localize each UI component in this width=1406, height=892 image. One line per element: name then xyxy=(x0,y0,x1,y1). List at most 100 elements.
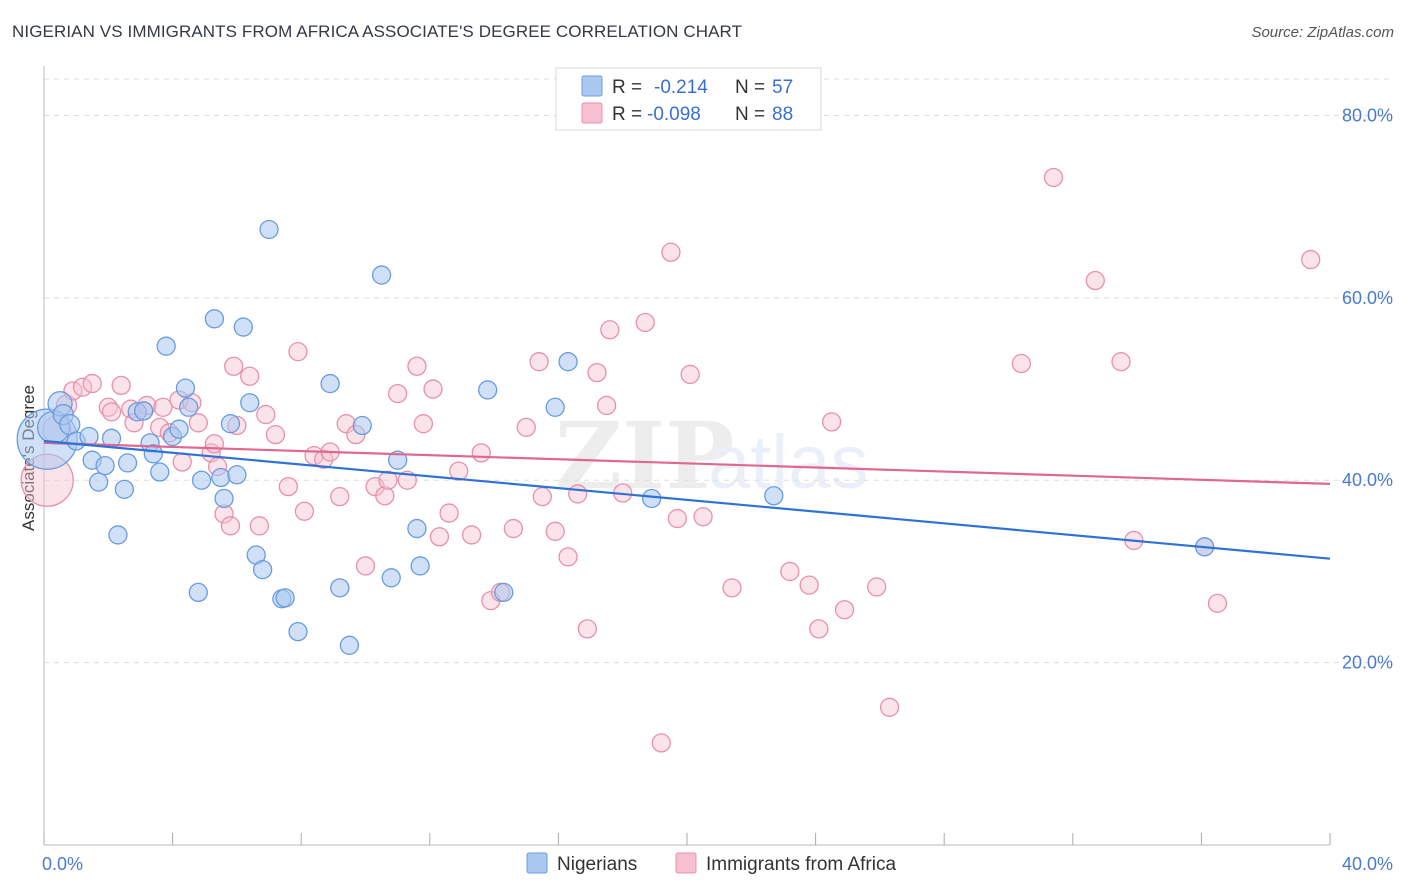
n-value: 88 xyxy=(772,104,793,125)
y-tick-label: 80.0% xyxy=(1342,105,1393,125)
data-point-africa xyxy=(834,600,855,620)
data-point-africa xyxy=(529,352,549,372)
n-label: N = xyxy=(735,104,765,125)
data-point-africa xyxy=(439,503,459,523)
data-point-africa xyxy=(407,356,427,376)
data-point-nigerians xyxy=(188,582,208,603)
trend-line-africa xyxy=(43,441,1331,485)
trend-line-nigerians xyxy=(43,439,1331,560)
data-point-africa xyxy=(314,449,334,469)
x-tick-labels: 0.0% 40.0% xyxy=(42,854,1393,874)
data-point-nigerians xyxy=(211,467,231,488)
y-tick-label: 60.0% xyxy=(1342,288,1393,308)
data-point-nigerians xyxy=(407,518,427,539)
data-point-africa xyxy=(220,516,241,536)
data-point-africa xyxy=(265,424,286,445)
data-point-nigerians xyxy=(179,397,199,417)
data-point-nigerians xyxy=(494,582,514,603)
data-point-nigerians xyxy=(259,219,279,240)
data-point-nigerians xyxy=(252,559,273,580)
data-point-africa xyxy=(680,364,700,385)
trend-lines xyxy=(43,439,1331,560)
watermark-atlas: atlas xyxy=(708,420,869,505)
x-tick-label: 40.0% xyxy=(1342,854,1393,874)
data-point-africa xyxy=(693,507,713,527)
data-point-africa xyxy=(558,547,578,567)
data-point-africa xyxy=(596,395,617,416)
nigerians-swatch xyxy=(581,75,603,97)
data-point-africa xyxy=(387,383,408,404)
data-point-nigerians xyxy=(240,393,260,413)
data-point-africa xyxy=(249,516,270,536)
data-point-africa xyxy=(375,486,395,506)
data-point-nigerians xyxy=(156,336,176,356)
legend-label-nigerians: Nigerians xyxy=(557,854,637,875)
data-point-africa xyxy=(879,697,900,717)
r-value: -0.214 xyxy=(654,77,708,98)
data-point-africa xyxy=(294,501,315,521)
x-tick-label: 0.0% xyxy=(42,854,83,874)
data-point-africa xyxy=(449,461,469,481)
data-point-africa xyxy=(532,487,552,507)
data-point-nigerians xyxy=(117,453,138,473)
data-point-africa xyxy=(799,575,819,595)
data-point-africa xyxy=(240,366,260,386)
data-point-africa xyxy=(1301,249,1321,270)
data-point-africa xyxy=(256,404,276,425)
data-point-nigerians xyxy=(227,465,247,485)
data-point-nigerians xyxy=(330,578,350,598)
series-nigerians xyxy=(16,219,1215,655)
data-point-africa xyxy=(101,402,122,422)
n-value: 57 xyxy=(772,77,793,98)
data-point-africa xyxy=(822,412,842,432)
data-point-africa xyxy=(867,577,887,597)
data-point-africa xyxy=(661,242,681,262)
data-point-africa xyxy=(423,379,443,399)
y-tick-label: 40.0% xyxy=(1342,470,1393,490)
data-point-africa xyxy=(780,561,800,582)
data-point-africa xyxy=(1011,353,1032,374)
r-value: -0.098 xyxy=(647,104,701,125)
data-point-africa xyxy=(288,342,308,362)
data-point-africa xyxy=(809,619,829,639)
data-point-africa xyxy=(204,434,225,454)
chart-title: NIGERIAN VS IMMIGRANTS FROM AFRICA ASSOC… xyxy=(12,22,743,41)
source-credit: Source: ZipAtlas.com xyxy=(1251,24,1394,41)
data-point-africa xyxy=(461,525,482,545)
data-point-nigerians xyxy=(143,444,163,464)
data-point-africa xyxy=(330,487,350,507)
data-point-nigerians xyxy=(191,470,212,490)
r-label: R = xyxy=(612,104,642,125)
data-point-nigerians xyxy=(352,415,372,436)
data-point-nigerians xyxy=(220,414,241,434)
r-label: R = xyxy=(612,77,642,98)
data-point-africa xyxy=(224,356,244,376)
data-point-nigerians xyxy=(108,525,128,545)
data-point-nigerians xyxy=(764,486,784,506)
data-point-nigerians xyxy=(275,588,295,608)
data-point-africa xyxy=(471,443,491,463)
data-point-africa xyxy=(577,619,597,639)
data-point-nigerians xyxy=(545,397,565,417)
data-point-africa xyxy=(651,733,671,753)
n-label: N = xyxy=(735,77,765,98)
legend-swatch-nigerians xyxy=(526,852,548,874)
y-tick-label: 20.0% xyxy=(1342,653,1393,673)
legend-swatch-africa xyxy=(675,852,697,874)
data-point-africa xyxy=(172,452,192,472)
data-point-africa xyxy=(545,521,565,541)
data-point-africa xyxy=(568,484,588,504)
data-point-nigerians xyxy=(381,568,401,588)
data-point-nigerians xyxy=(320,373,340,394)
data-point-nigerians xyxy=(79,426,99,447)
data-point-africa xyxy=(587,362,607,383)
data-point-nigerians xyxy=(478,380,498,400)
data-point-africa xyxy=(278,476,298,497)
stats-legend-row-nigerians: R = -0.214 N = 57 xyxy=(581,75,793,98)
data-point-africa xyxy=(153,397,173,417)
data-point-nigerians xyxy=(89,472,109,492)
data-point-nigerians xyxy=(150,462,170,482)
data-point-africa xyxy=(667,508,688,529)
data-point-africa xyxy=(516,417,536,437)
